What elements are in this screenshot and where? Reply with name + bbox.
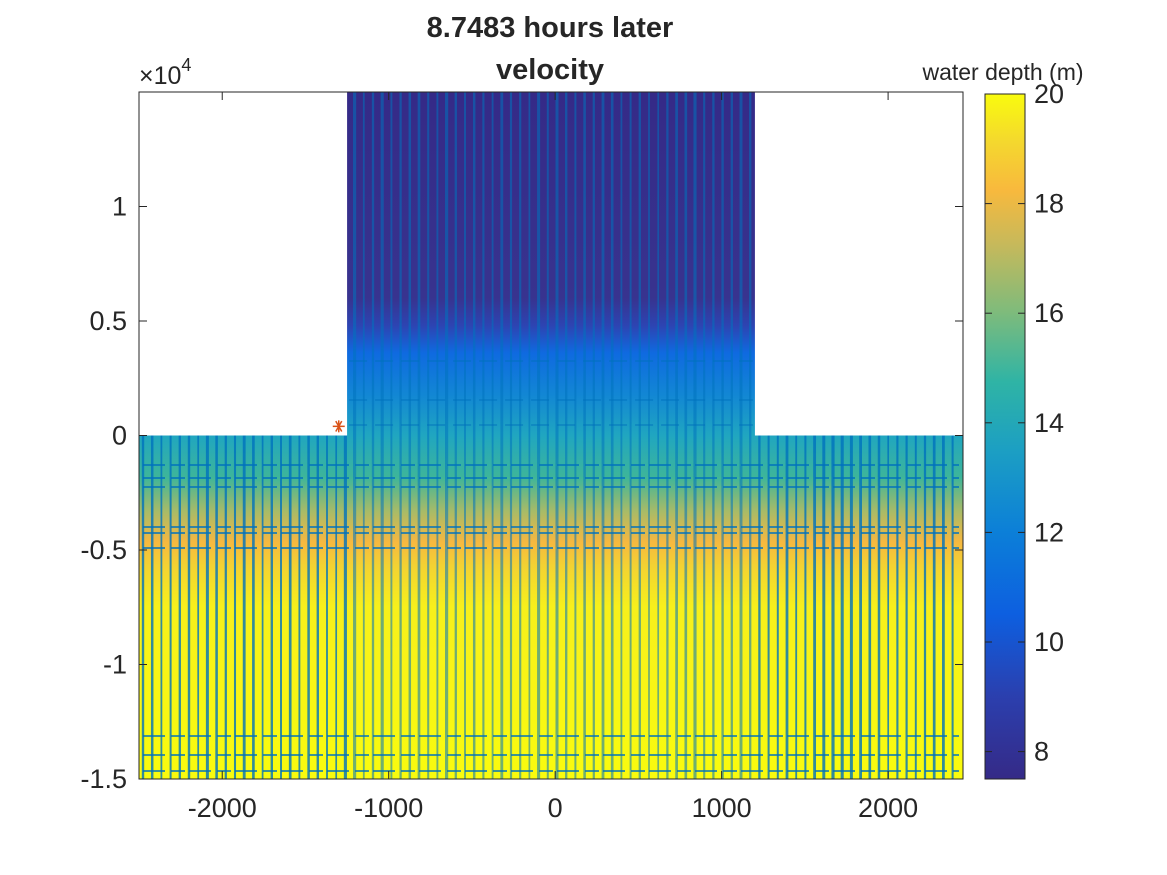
- y-tick-label: -1.5: [80, 764, 127, 794]
- colorbar-ticks: 8 10 12 14 16 18 20: [985, 79, 1064, 767]
- colorbar-tick-label: 20: [1034, 79, 1064, 109]
- station-marker-star: [332, 420, 345, 433]
- y-tick-label: 0: [112, 421, 127, 451]
- y-tick-label: 1: [112, 192, 127, 222]
- colorbar-tick-label: 16: [1034, 298, 1064, 328]
- y-tick-label: 0.5: [89, 306, 127, 336]
- chart-title-line-2: velocity: [496, 54, 604, 86]
- chart-title-line-1: 8.7483 hours later: [427, 12, 674, 44]
- axis-ticks: -2000 -1000 0 1000 2000 -1.5 -1 -0.5 0 0.5 1: [80, 92, 963, 823]
- y-exponent-base: ×10: [139, 62, 181, 90]
- x-tick-label: -1000: [354, 793, 423, 823]
- y-exponent-power: 4: [181, 55, 191, 75]
- y-tick-label: -1: [103, 650, 127, 680]
- colorbar-label: water depth (m): [921, 59, 1083, 85]
- colorbar-tick-label: 18: [1034, 189, 1064, 219]
- y-exponent-label: ×104: [139, 55, 191, 90]
- x-tick-label: -2000: [188, 793, 257, 823]
- plot-area: [139, 92, 963, 779]
- velocity-quiver-layer: [141, 92, 959, 779]
- colorbar-tick-label: 12: [1034, 517, 1064, 547]
- x-tick-label: 0: [548, 793, 563, 823]
- colorbar-tick-label: 14: [1034, 408, 1064, 438]
- x-tick-label: 1000: [692, 793, 752, 823]
- colorbar-gradient: [984, 93, 1026, 780]
- colorbar-tick-label: 8: [1034, 737, 1049, 767]
- x-tick-label: 2000: [858, 793, 918, 823]
- y-tick-label: -0.5: [80, 535, 127, 565]
- colorbar-tick-label: 10: [1034, 627, 1064, 657]
